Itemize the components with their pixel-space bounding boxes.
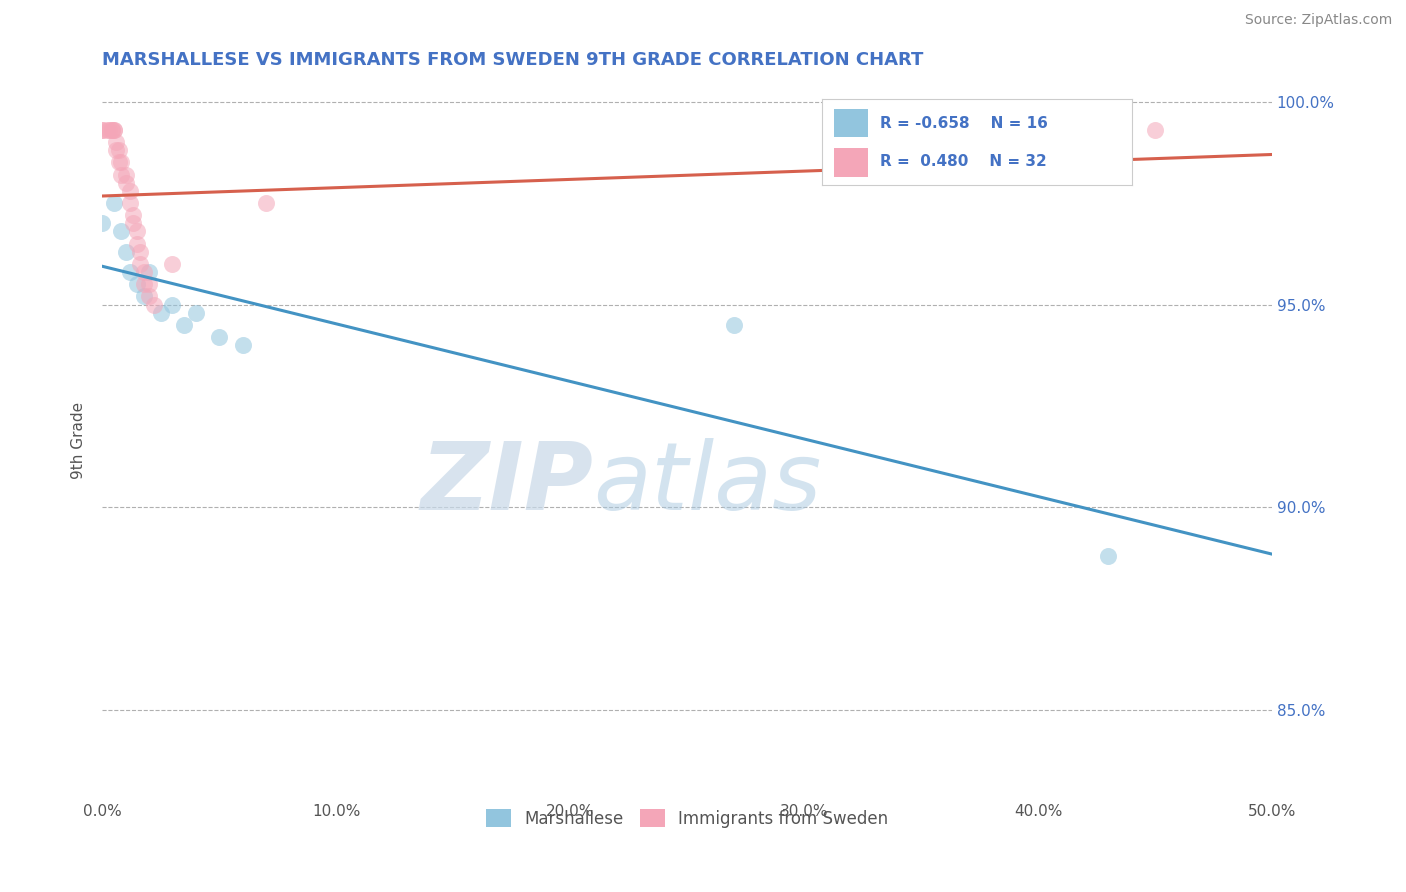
Point — [127, 236, 149, 251]
Y-axis label: 9th Grade: 9th Grade — [72, 402, 86, 479]
Point — [114, 176, 136, 190]
Point — [103, 123, 125, 137]
Point — [98, 123, 121, 137]
Point — [134, 277, 156, 292]
Point — [134, 289, 156, 303]
Point — [121, 216, 143, 230]
Point — [110, 168, 132, 182]
Point — [100, 123, 122, 137]
Point — [128, 244, 150, 259]
Point — [100, 123, 122, 137]
Point — [96, 123, 118, 137]
Point — [162, 297, 184, 311]
Point — [107, 144, 129, 158]
Point — [127, 277, 149, 292]
Point — [120, 265, 142, 279]
Point — [105, 135, 128, 149]
Point — [184, 305, 207, 319]
Text: Source: ZipAtlas.com: Source: ZipAtlas.com — [1244, 13, 1392, 28]
Text: atlas: atlas — [593, 438, 821, 529]
Point — [138, 265, 160, 279]
Point — [114, 168, 136, 182]
Legend: Marshallese, Immigrants from Sweden: Marshallese, Immigrants from Sweden — [479, 803, 896, 834]
Point — [142, 297, 165, 311]
Point — [149, 305, 172, 319]
Point — [103, 123, 125, 137]
Point — [138, 277, 160, 292]
Point — [1143, 123, 1166, 137]
Point — [91, 216, 114, 230]
Text: ZIP: ZIP — [420, 437, 593, 530]
Point — [110, 155, 132, 169]
Point — [121, 208, 143, 222]
Point — [114, 244, 136, 259]
Point — [91, 123, 114, 137]
Point — [173, 318, 195, 332]
Point — [105, 144, 128, 158]
Point — [232, 338, 254, 352]
Point — [723, 318, 745, 332]
Point — [107, 155, 129, 169]
Point — [134, 265, 156, 279]
Point — [1097, 549, 1119, 563]
Point — [127, 224, 149, 238]
Text: MARSHALLESE VS IMMIGRANTS FROM SWEDEN 9TH GRADE CORRELATION CHART: MARSHALLESE VS IMMIGRANTS FROM SWEDEN 9T… — [103, 51, 924, 69]
Point — [162, 257, 184, 271]
Point — [91, 123, 114, 137]
Point — [138, 289, 160, 303]
Point — [128, 257, 150, 271]
Point — [120, 184, 142, 198]
Point — [120, 196, 142, 211]
Point — [110, 224, 132, 238]
Point — [103, 196, 125, 211]
Point — [208, 330, 231, 344]
Point — [254, 196, 277, 211]
